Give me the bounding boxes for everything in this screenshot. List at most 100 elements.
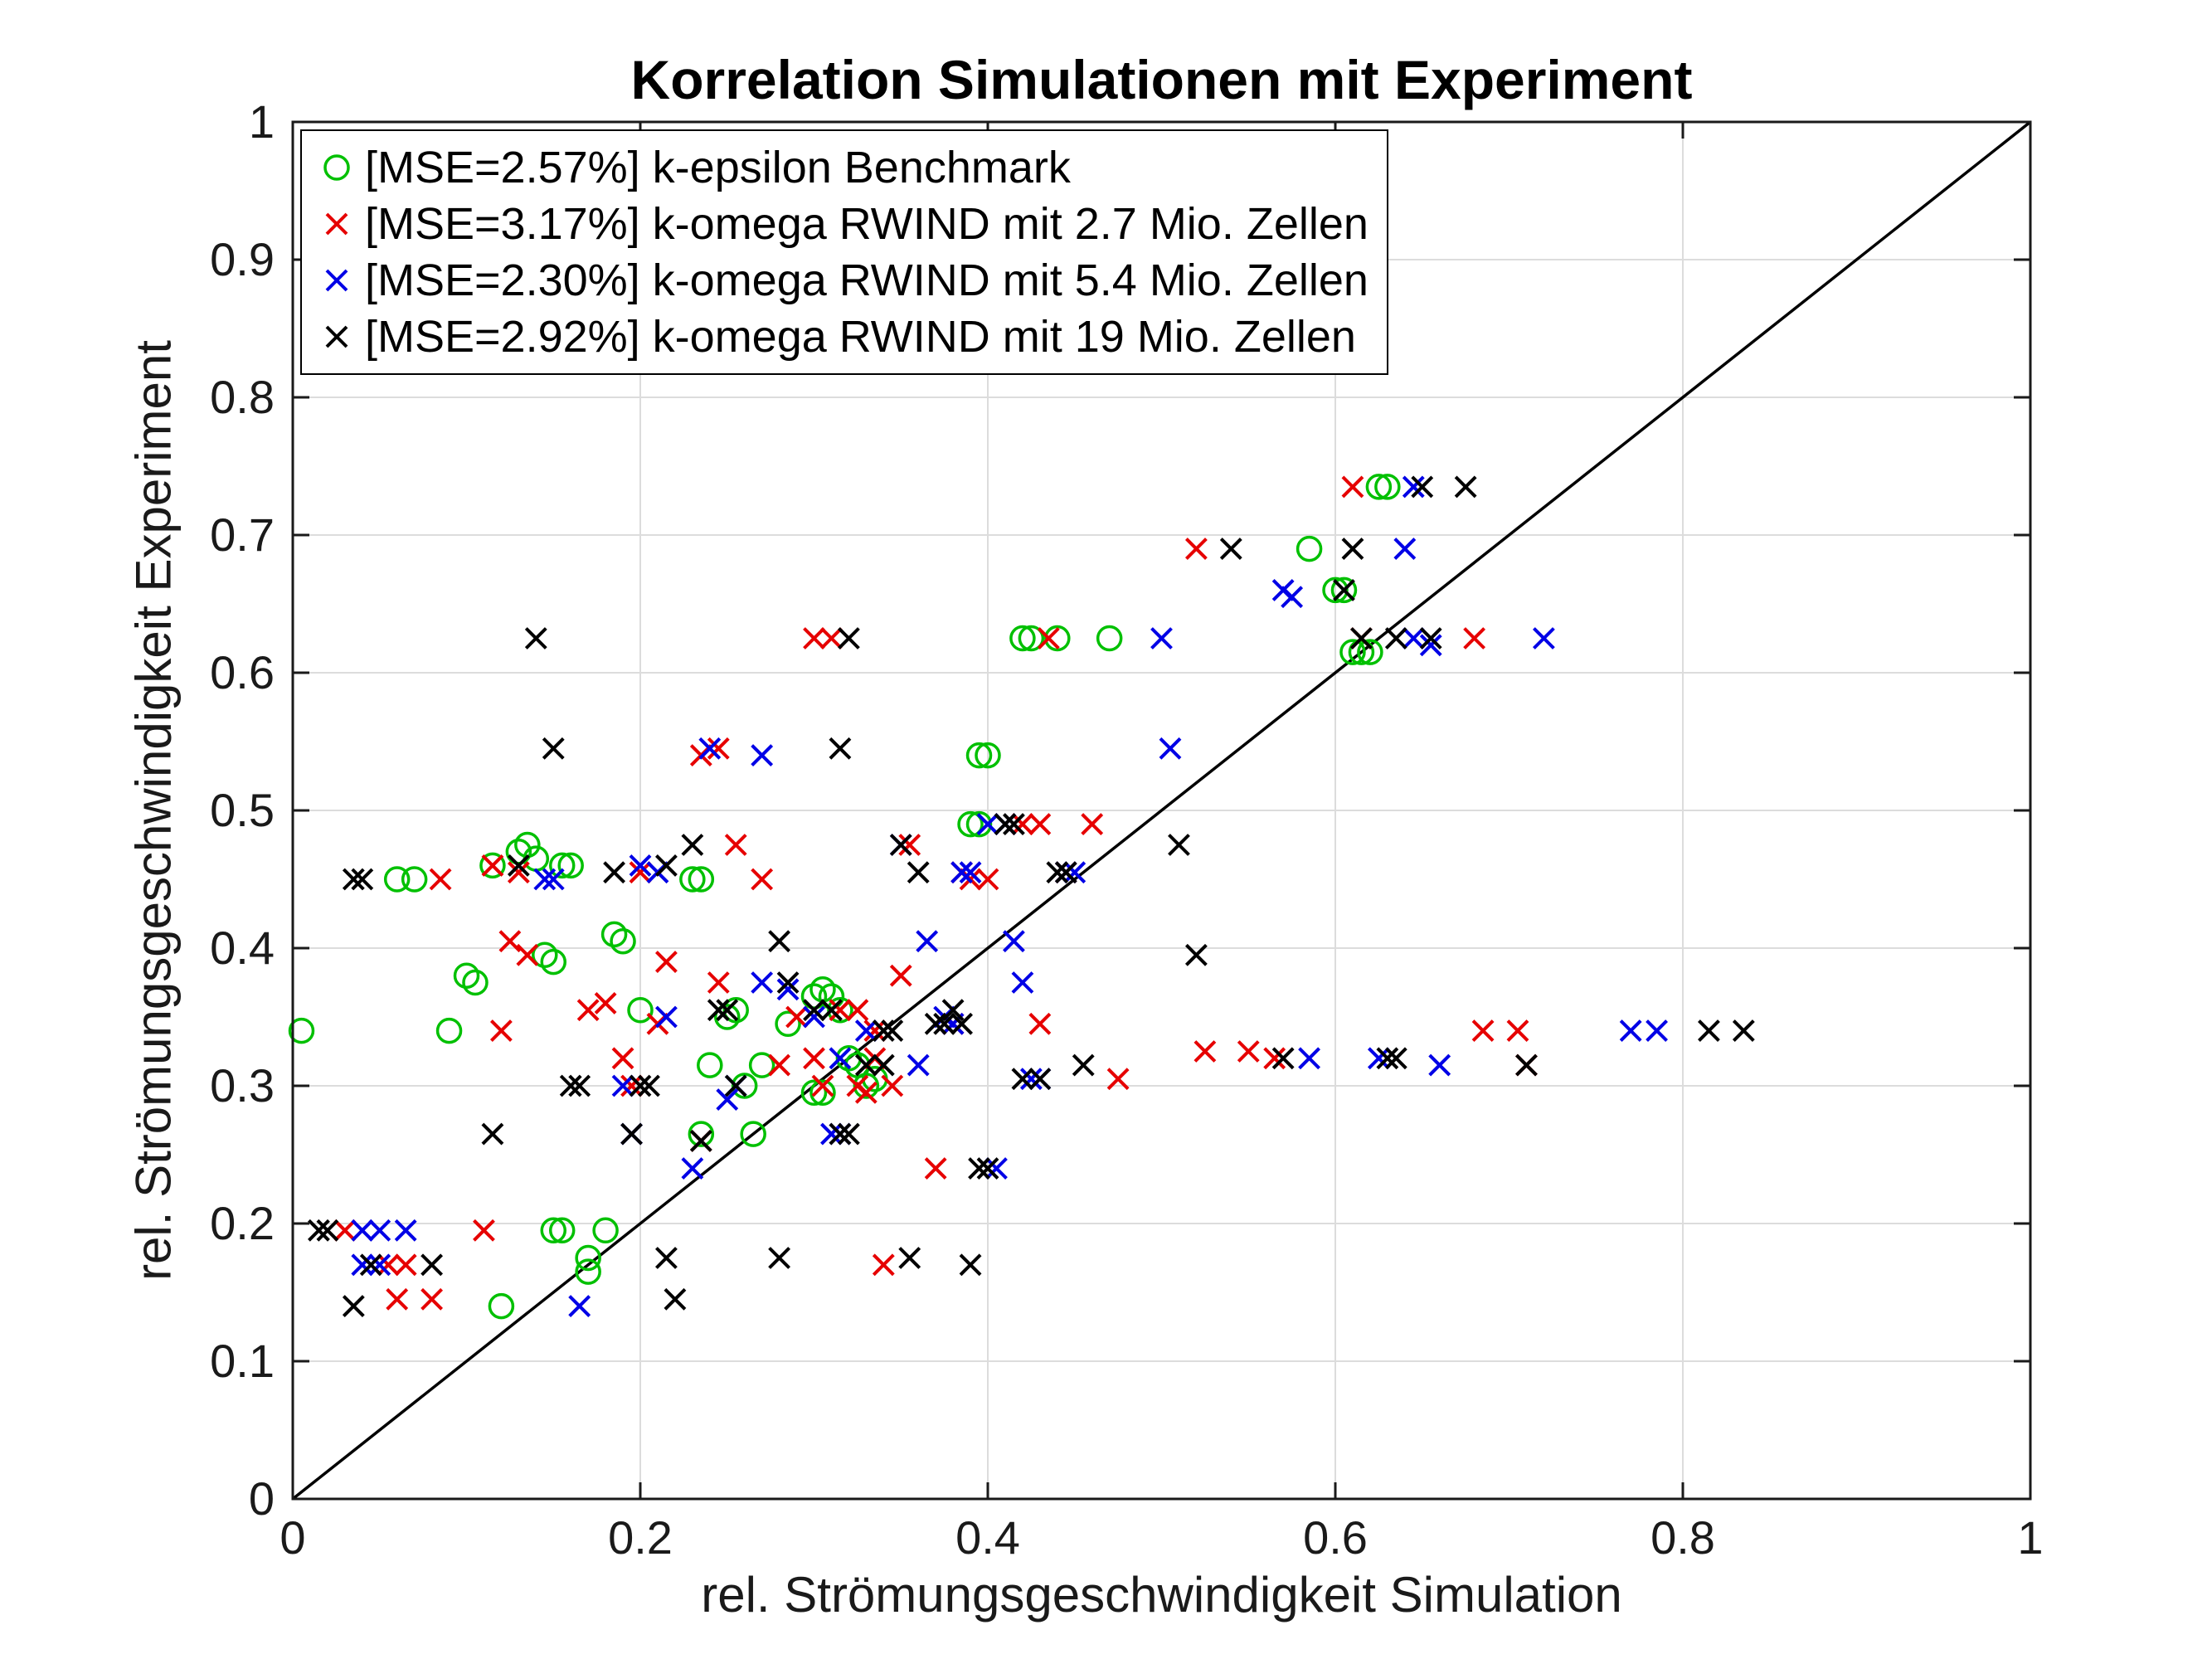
data-point-circle bbox=[600, 921, 628, 948]
data-point-x bbox=[1019, 1068, 1043, 1091]
data-point-x bbox=[820, 627, 843, 649]
legend-label: [MSE=2.92%] k-omega RWIND mit 19 Mio. Ze… bbox=[365, 312, 1356, 362]
data-point-x bbox=[1515, 1053, 1538, 1077]
data-point-x bbox=[872, 1053, 895, 1077]
data-point-x bbox=[716, 1088, 739, 1112]
data-point-x bbox=[768, 1053, 791, 1077]
data-point-circle bbox=[853, 1073, 880, 1099]
data-point-x bbox=[481, 854, 504, 877]
data-point-x bbox=[1732, 1019, 1755, 1043]
series-0 bbox=[288, 474, 1401, 1320]
data-point-x bbox=[342, 1295, 365, 1318]
data-point-circle bbox=[775, 1010, 801, 1038]
data-point-circle bbox=[540, 948, 566, 975]
data-point-circle bbox=[740, 1121, 766, 1147]
data-point-x bbox=[785, 1005, 808, 1029]
legend: [MSE=2.57%] k-epsilon Benchmark [MSE=3.17… bbox=[300, 129, 1388, 375]
data-point-x bbox=[473, 1219, 495, 1242]
data-point-x bbox=[351, 868, 374, 891]
data-point-x bbox=[1184, 538, 1208, 561]
data-point-x bbox=[907, 1053, 930, 1077]
data-point-x bbox=[1402, 627, 1425, 649]
data-point-x bbox=[533, 868, 557, 891]
data-point-circle bbox=[540, 1217, 566, 1244]
data-point-x bbox=[1298, 1047, 1320, 1070]
data-point-x bbox=[1698, 1019, 1720, 1043]
data-point-x bbox=[976, 813, 999, 836]
data-point-x bbox=[1072, 1053, 1095, 1077]
data-point-circle bbox=[1096, 625, 1123, 652]
data-point-x bbox=[507, 861, 530, 884]
chart-title: Korrelation Simulationen mit Experiment bbox=[630, 49, 1693, 110]
y-tick-label: 0.1 bbox=[210, 1335, 275, 1387]
x-marker-icon bbox=[325, 325, 348, 348]
data-point-x bbox=[716, 999, 739, 1022]
legend-item-2: [MSE=2.30%] k-omega RWIND mit 5.4 Mio. Z… bbox=[314, 252, 1369, 309]
data-point-x bbox=[1384, 1047, 1407, 1070]
data-point-x bbox=[907, 861, 930, 884]
data-point-x bbox=[611, 1047, 634, 1070]
data-point-x bbox=[1263, 1047, 1286, 1070]
data-point-x bbox=[768, 1247, 791, 1269]
data-point-circle bbox=[1296, 535, 1323, 562]
data-point-x bbox=[1219, 538, 1242, 561]
data-point-x bbox=[351, 1253, 374, 1277]
legend-item-3: [MSE=2.92%] k-omega RWIND mit 19 Mio. Ze… bbox=[314, 309, 1369, 365]
data-point-x bbox=[1028, 1012, 1052, 1035]
data-point-circle bbox=[288, 1017, 315, 1044]
data-point-x bbox=[1184, 943, 1208, 966]
y-tick-label: 0.8 bbox=[210, 371, 275, 423]
data-point-x bbox=[421, 1253, 444, 1277]
data-point-circle bbox=[688, 1121, 715, 1147]
data-point-x bbox=[1237, 1040, 1260, 1063]
series-1 bbox=[333, 475, 1538, 1311]
x-axis-label: rel. Strömungsgeschwindigkeit Simulation bbox=[701, 1567, 1622, 1623]
data-point-x bbox=[1003, 930, 1025, 953]
data-point-x bbox=[881, 1019, 904, 1043]
data-point-x bbox=[681, 834, 704, 856]
data-point-x bbox=[751, 971, 774, 994]
data-point-x bbox=[950, 861, 973, 884]
data-point-x bbox=[1506, 1019, 1529, 1043]
data-point-circle bbox=[748, 1052, 775, 1078]
data-point-circle bbox=[575, 1258, 601, 1285]
data-point-x bbox=[1063, 861, 1087, 884]
data-point-x bbox=[1028, 1068, 1052, 1091]
data-point-x bbox=[377, 1253, 400, 1277]
data-point-circle bbox=[627, 996, 654, 1024]
data-point-circle bbox=[453, 962, 480, 989]
data-point-x bbox=[803, 627, 825, 649]
data-point-circle bbox=[1018, 625, 1045, 652]
y-tick-label: 0.2 bbox=[210, 1197, 275, 1249]
data-point-x bbox=[1619, 1019, 1642, 1043]
data-point-circle bbox=[462, 969, 489, 996]
data-point-x bbox=[620, 1074, 643, 1097]
data-point-x bbox=[594, 991, 617, 1014]
data-point-x bbox=[707, 971, 730, 994]
data-point-x bbox=[707, 999, 730, 1022]
data-point-x bbox=[516, 943, 539, 966]
data-point-circle bbox=[965, 810, 993, 838]
data-point-x bbox=[1463, 627, 1486, 649]
y-tick-label: 0.5 bbox=[210, 784, 275, 836]
data-point-x bbox=[689, 1129, 712, 1152]
data-point-x bbox=[1028, 813, 1052, 836]
data-point-x bbox=[724, 834, 747, 856]
data-point-x bbox=[889, 964, 912, 987]
data-point-x bbox=[768, 930, 791, 953]
data-point-x bbox=[576, 999, 600, 1022]
data-point-x bbox=[386, 1287, 409, 1311]
data-point-x bbox=[603, 861, 625, 884]
data-point-x bbox=[655, 854, 678, 877]
x-marker-icon bbox=[325, 212, 348, 236]
data-point-x bbox=[1011, 813, 1034, 836]
data-point-x bbox=[316, 1219, 339, 1242]
data-point-x bbox=[629, 1074, 652, 1097]
data-point-x bbox=[542, 737, 565, 760]
data-point-x bbox=[368, 1253, 391, 1277]
data-point-x bbox=[489, 1019, 513, 1043]
data-point-x bbox=[655, 951, 678, 974]
data-point-x bbox=[681, 1157, 704, 1180]
data-point-x bbox=[655, 1005, 678, 1029]
legend-label: [MSE=3.17%] k-omega RWIND mit 2.7 Mio. Z… bbox=[365, 199, 1369, 249]
